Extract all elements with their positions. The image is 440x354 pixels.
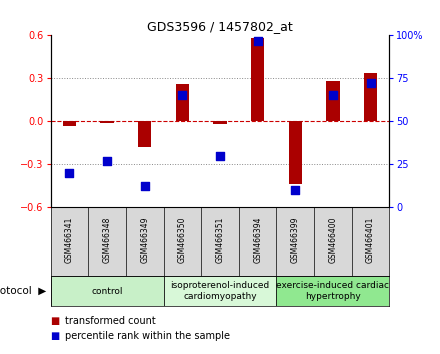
Text: GSM466351: GSM466351 bbox=[216, 217, 224, 263]
Text: protocol  ▶: protocol ▶ bbox=[0, 286, 46, 296]
Text: GSM466401: GSM466401 bbox=[366, 217, 375, 263]
Bar bbox=[138, 121, 151, 147]
Point bbox=[66, 170, 73, 176]
Bar bbox=[63, 121, 76, 126]
Bar bbox=[164, 276, 276, 306]
Title: GDS3596 / 1457802_at: GDS3596 / 1457802_at bbox=[147, 20, 293, 33]
Point bbox=[292, 187, 299, 193]
Bar bbox=[176, 84, 189, 121]
Bar bbox=[326, 81, 340, 121]
Text: GSM466399: GSM466399 bbox=[291, 217, 300, 263]
Text: exercise-induced cardiac
hypertrophy: exercise-induced cardiac hypertrophy bbox=[276, 281, 389, 301]
Point bbox=[367, 81, 374, 86]
Bar bbox=[100, 121, 114, 123]
Bar bbox=[364, 73, 377, 121]
Point bbox=[254, 38, 261, 44]
Bar bbox=[276, 276, 389, 306]
Text: GSM466341: GSM466341 bbox=[65, 217, 74, 263]
Text: GSM466394: GSM466394 bbox=[253, 217, 262, 263]
Text: GSM466349: GSM466349 bbox=[140, 217, 149, 263]
Bar bbox=[51, 276, 164, 306]
Text: GSM466350: GSM466350 bbox=[178, 217, 187, 263]
Bar bbox=[251, 38, 264, 121]
Text: ■: ■ bbox=[51, 331, 60, 341]
Text: transformed count: transformed count bbox=[65, 316, 155, 326]
Point bbox=[330, 93, 337, 98]
Bar bbox=[213, 121, 227, 124]
Text: isoproterenol-induced
cardiomyopathy: isoproterenol-induced cardiomyopathy bbox=[170, 281, 270, 301]
Text: percentile rank within the sample: percentile rank within the sample bbox=[65, 331, 230, 341]
Point bbox=[216, 153, 224, 158]
Point bbox=[103, 158, 110, 164]
Text: GSM466348: GSM466348 bbox=[103, 217, 112, 263]
Point bbox=[141, 184, 148, 189]
Text: GSM466400: GSM466400 bbox=[328, 217, 337, 263]
Bar bbox=[289, 121, 302, 184]
Text: ■: ■ bbox=[51, 316, 60, 326]
Text: control: control bbox=[92, 287, 123, 296]
Point bbox=[179, 93, 186, 98]
